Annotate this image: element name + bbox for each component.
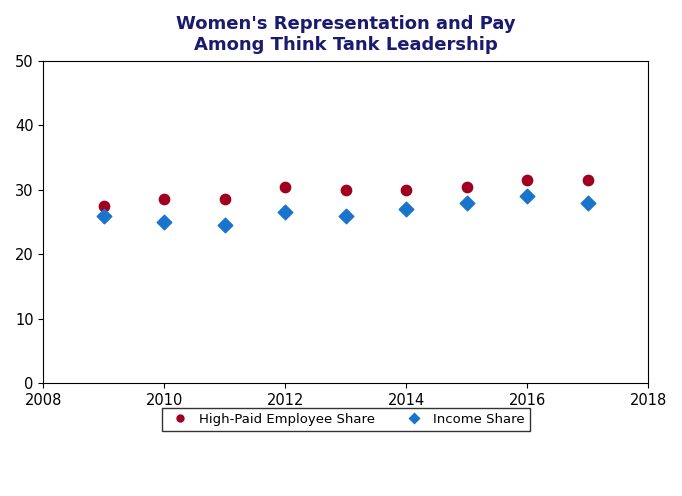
Title: Women's Representation and Pay
Among Think Tank Leadership: Women's Representation and Pay Among Thi…	[176, 15, 516, 54]
Point	[462, 199, 473, 207]
Point	[522, 176, 533, 184]
Point	[401, 186, 412, 194]
Point	[582, 176, 593, 184]
Point	[220, 195, 231, 203]
Point	[401, 205, 412, 213]
Point	[98, 202, 109, 210]
Point	[280, 183, 291, 190]
Point	[522, 192, 533, 200]
Point	[98, 211, 109, 219]
Point	[159, 218, 170, 226]
Point	[340, 186, 351, 194]
Legend: High-Paid Employee Share, Income Share: High-Paid Employee Share, Income Share	[162, 408, 530, 431]
Point	[220, 221, 231, 229]
Point	[159, 195, 170, 203]
Point	[280, 208, 291, 216]
Point	[340, 211, 351, 219]
Point	[582, 199, 593, 207]
Point	[462, 183, 473, 190]
